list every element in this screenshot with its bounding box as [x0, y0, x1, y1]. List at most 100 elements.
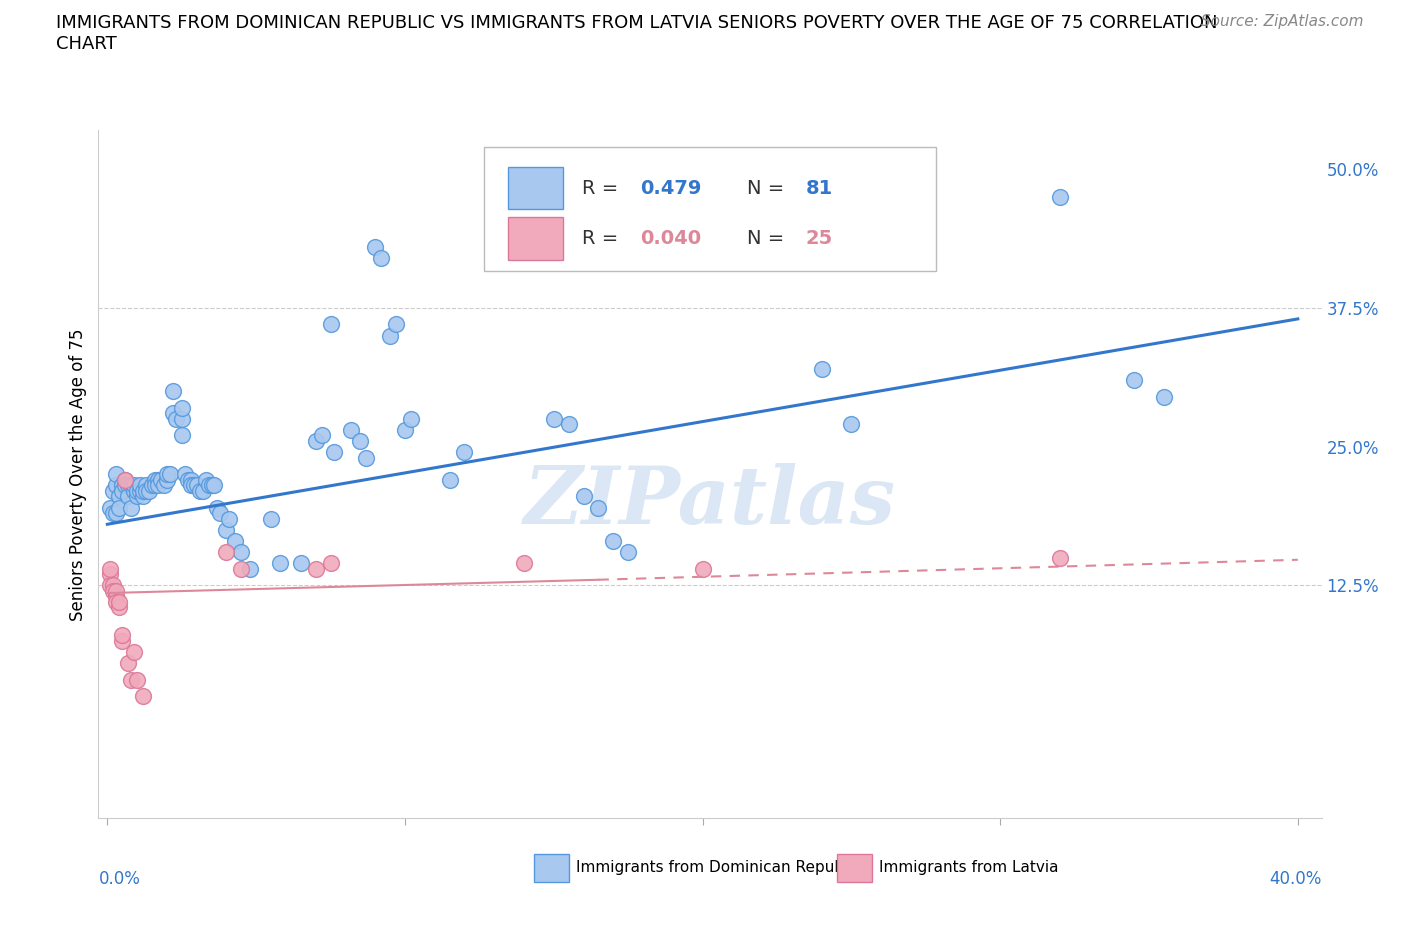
Point	[588, 500, 610, 515]
Point	[200, 478, 222, 493]
Point	[191, 484, 214, 498]
Point	[602, 534, 624, 549]
Point	[108, 500, 131, 515]
Text: 25: 25	[806, 229, 832, 247]
Point	[260, 512, 283, 526]
Point	[98, 561, 121, 576]
Point	[207, 500, 229, 515]
Text: 40.0%: 40.0%	[1270, 870, 1322, 887]
Point	[105, 589, 128, 604]
Point	[105, 583, 128, 598]
Point	[132, 689, 155, 704]
Point	[364, 239, 387, 254]
Point	[114, 472, 136, 487]
Point	[170, 411, 193, 426]
Point	[162, 405, 184, 420]
Point	[319, 317, 342, 332]
Point	[513, 555, 536, 570]
Point	[394, 422, 416, 437]
Text: R =: R =	[582, 179, 624, 197]
Point	[127, 484, 149, 498]
Point	[180, 478, 202, 493]
Point	[156, 467, 179, 482]
Point	[180, 472, 202, 487]
Text: 81: 81	[806, 179, 832, 197]
Point	[117, 489, 139, 504]
Point	[105, 506, 128, 521]
Point	[572, 489, 595, 504]
Point	[269, 555, 291, 570]
Point	[108, 600, 131, 615]
Point	[224, 534, 246, 549]
Point	[439, 472, 461, 487]
Point	[105, 478, 128, 493]
Point	[103, 506, 125, 521]
Text: IMMIGRANTS FROM DOMINICAN REPUBLIC VS IMMIGRANTS FROM LATVIA SENIORS POVERTY OVE: IMMIGRANTS FROM DOMINICAN REPUBLIC VS IM…	[56, 14, 1218, 32]
Point	[1049, 190, 1071, 205]
Point	[114, 478, 136, 493]
Point	[305, 433, 328, 448]
Point	[1123, 373, 1146, 388]
Point	[127, 672, 149, 687]
Point	[319, 555, 342, 570]
Point	[122, 478, 145, 493]
Point	[543, 411, 565, 426]
Point	[135, 484, 157, 498]
Point	[810, 362, 832, 377]
Text: ZIPatlas: ZIPatlas	[524, 463, 896, 540]
Point	[311, 428, 333, 443]
Point	[141, 478, 163, 493]
Point	[557, 417, 579, 432]
Text: 0.040: 0.040	[640, 229, 702, 247]
Point	[105, 594, 128, 609]
Point	[117, 478, 139, 493]
Point	[197, 478, 219, 493]
Text: 0.479: 0.479	[640, 179, 702, 197]
Point	[156, 472, 179, 487]
Point	[340, 422, 363, 437]
Point	[111, 628, 134, 643]
Point	[231, 545, 253, 560]
Point	[129, 478, 152, 493]
Point	[143, 472, 166, 487]
Point	[146, 472, 169, 487]
Point	[239, 561, 262, 576]
Point	[108, 489, 131, 504]
Point	[120, 478, 142, 493]
Point	[103, 484, 125, 498]
Point	[183, 478, 205, 493]
FancyBboxPatch shape	[484, 147, 936, 272]
Point	[215, 523, 238, 538]
Point	[1153, 389, 1175, 404]
Point	[453, 445, 475, 459]
Point	[177, 472, 200, 487]
Point	[194, 472, 217, 487]
FancyBboxPatch shape	[508, 166, 564, 209]
Point	[204, 478, 226, 493]
Text: Source: ZipAtlas.com: Source: ZipAtlas.com	[1201, 14, 1364, 29]
Point	[120, 500, 142, 515]
Point	[98, 500, 121, 515]
Point	[132, 484, 155, 498]
Text: N =: N =	[747, 179, 790, 197]
Point	[290, 555, 312, 570]
Point	[305, 561, 328, 576]
Text: Immigrants from Dominican Republic: Immigrants from Dominican Republic	[576, 860, 862, 875]
Point	[103, 578, 125, 592]
Point	[399, 411, 422, 426]
Point	[692, 561, 714, 576]
Point	[117, 656, 139, 671]
Point	[127, 489, 149, 504]
Point	[215, 545, 238, 560]
Text: R =: R =	[582, 229, 624, 247]
Text: 0.0%: 0.0%	[98, 870, 141, 887]
Point	[385, 317, 408, 332]
Point	[135, 478, 157, 493]
Point	[231, 561, 253, 576]
Point	[114, 472, 136, 487]
Point	[378, 328, 401, 343]
Point	[149, 472, 172, 487]
Point	[370, 250, 392, 265]
Point	[98, 566, 121, 581]
Point	[165, 411, 187, 426]
